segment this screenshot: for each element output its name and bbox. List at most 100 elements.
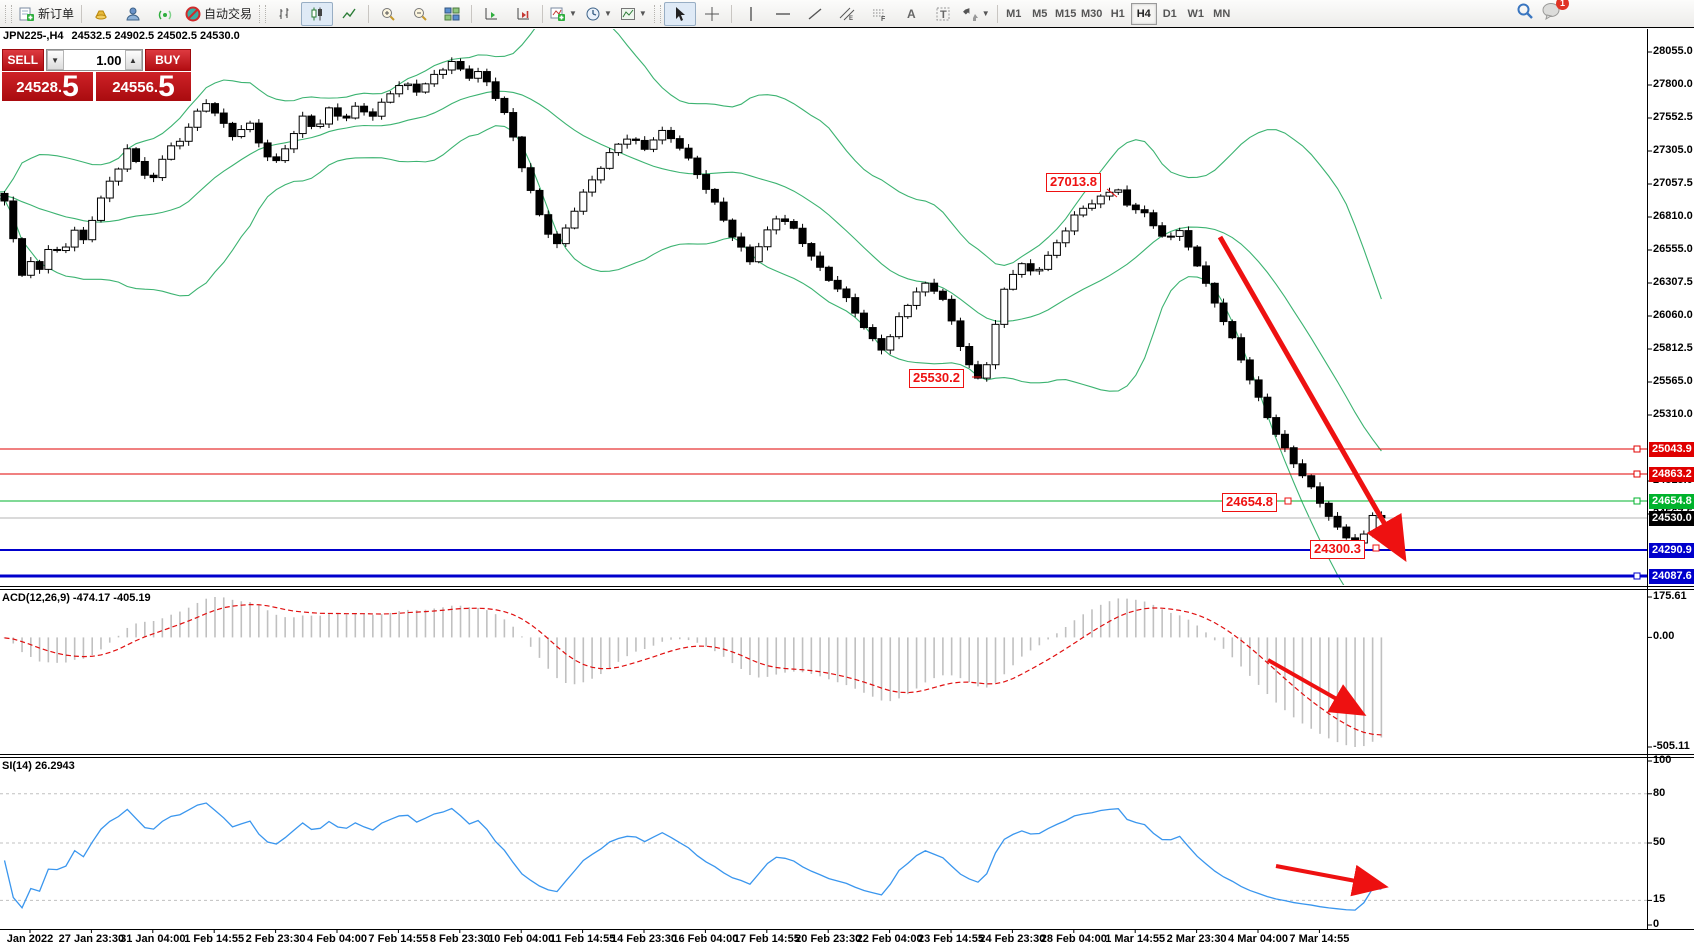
- horizontal-line-button[interactable]: [767, 2, 799, 26]
- signals-button[interactable]: [149, 2, 181, 26]
- chart-window: JPN225-,H4 24532.5 24902.5 24502.5 24530.…: [0, 28, 1694, 949]
- buy-price-display[interactable]: 24556. 5: [96, 72, 191, 102]
- sell-price-display[interactable]: 24528. 5: [2, 72, 93, 102]
- templates-button[interactable]: ▼: [616, 2, 651, 26]
- zoom-out-icon: [412, 6, 428, 22]
- toolbar-drag-handle[interactable]: [259, 4, 267, 23]
- volume-input[interactable]: [63, 50, 125, 70]
- price-tick-26810.0: 26810.0: [1653, 210, 1693, 222]
- time-axis[interactable]: Jan 2022 27 Jan 23:30 31 Jan 04:00 1 Feb 14…: [0, 929, 1647, 949]
- toolbar-drag-handle[interactable]: [653, 4, 661, 23]
- arrows-tool-button[interactable]: ▼: [959, 2, 994, 26]
- bar-chart-button[interactable]: [269, 2, 301, 26]
- cursor-button[interactable]: [663, 1, 696, 26]
- indicators-button[interactable]: ▼: [546, 2, 581, 26]
- channel-button[interactable]: E: [831, 2, 863, 26]
- gold-icon: [93, 6, 109, 22]
- trendline-icon: [807, 6, 823, 22]
- tile-windows-button[interactable]: [436, 2, 468, 26]
- notification-badge: 1: [1556, 0, 1569, 10]
- time-tick-3: 1 Feb 14:55: [184, 933, 245, 945]
- zoom-out-button[interactable]: [404, 2, 436, 26]
- chart-canvas[interactable]: [0, 28, 1694, 949]
- crosshair-icon: [704, 6, 720, 22]
- one-click-trade-panel: SELL ▼ ▲ BUY 24528.5 24556.5: [2, 49, 191, 128]
- autotrading-button[interactable]: 自动交易: [181, 2, 256, 26]
- main-toolbar: 新订单 自动交易: [0, 0, 1694, 28]
- volume-decrease-button[interactable]: ▼: [46, 50, 64, 70]
- chart-shift-button[interactable]: [507, 2, 539, 26]
- trend-arrow-rsi[interactable]: [1275, 864, 1389, 897]
- periods-button[interactable]: ▼: [581, 2, 616, 26]
- autotrading-label: 自动交易: [204, 7, 253, 21]
- price-tick-26307.5: 26307.5: [1653, 276, 1693, 288]
- timeframe-button-m5[interactable]: M5: [1032, 7, 1048, 20]
- sell-price-int: 24528: [16, 79, 58, 96]
- time-tick-4: 2 Feb 23:30: [245, 933, 306, 945]
- timeframe-button-mn[interactable]: MN: [1213, 7, 1231, 20]
- hline-handle[interactable]: [1633, 470, 1641, 478]
- horizontal-lines[interactable]: [0, 445, 1647, 580]
- volume-increase-button[interactable]: ▲: [124, 50, 142, 70]
- crosshair-button[interactable]: [696, 2, 728, 26]
- channel-icon: E: [839, 6, 855, 22]
- timeframe-button-w1[interactable]: W1: [1187, 7, 1204, 20]
- hline-handle[interactable]: [1633, 572, 1641, 580]
- new-order-button[interactable]: 新订单: [15, 2, 78, 26]
- sell-button[interactable]: SELL: [2, 49, 44, 71]
- price-tag-25043.9: 25043.9: [1649, 442, 1694, 457]
- time-tick-9: 11 Feb 14:55: [549, 933, 616, 945]
- search-icon[interactable]: [1516, 2, 1534, 25]
- auto-scroll-icon: [483, 6, 499, 22]
- community-button[interactable]: [117, 2, 149, 26]
- notifications-button[interactable]: 1: [1542, 0, 1569, 25]
- trend-arrow-macd[interactable]: [1267, 658, 1367, 716]
- timeframe-button-m15[interactable]: M15: [1055, 7, 1077, 20]
- price-tick-27552.5: 27552.5: [1653, 111, 1693, 123]
- time-tick-6: 7 Feb 14:55: [368, 933, 429, 945]
- person-icon: [125, 6, 141, 22]
- price-tick-27057.5: 27057.5: [1653, 177, 1693, 189]
- toolbar-drag-handle[interactable]: [5, 4, 12, 23]
- price-callout-24654.8[interactable]: 24654.8: [1222, 493, 1277, 512]
- text-button[interactable]: A: [895, 2, 927, 26]
- fibonacci-button[interactable]: F: [863, 2, 895, 26]
- timeframe-button-m30[interactable]: M30: [1081, 7, 1103, 20]
- trend-arrow-main[interactable]: [1217, 235, 1407, 563]
- toolbar-separator: [730, 4, 732, 23]
- template-icon: [620, 6, 636, 22]
- line-chart-button[interactable]: [333, 2, 365, 26]
- price-tag-24863.2: 24863.2: [1649, 467, 1694, 482]
- time-tick-5: 4 Feb 04:00: [307, 933, 367, 945]
- bar-chart-icon: [277, 6, 293, 22]
- price-tick-26060.0: 26060.0: [1653, 309, 1693, 321]
- bollinger-middle: [0, 90, 1382, 452]
- timeframe-button-h4[interactable]: H4: [1130, 2, 1157, 25]
- sell-price-dot: .: [57, 79, 63, 96]
- svg-text:A: A: [907, 7, 916, 21]
- time-tick-19: 2 Mar 23:30: [1166, 933, 1227, 945]
- price-tick-25812.5: 25812.5: [1653, 342, 1693, 354]
- zoom-in-button[interactable]: [372, 2, 404, 26]
- timeframe-button-h1[interactable]: H1: [1110, 7, 1125, 20]
- auto-scroll-button[interactable]: [475, 2, 507, 26]
- deposit-button[interactable]: [85, 2, 117, 26]
- price-callout-25530.2[interactable]: 25530.2: [909, 369, 964, 388]
- price-callout-27013.8[interactable]: 27013.8: [1046, 173, 1101, 192]
- rsi-indicator-label: SI(14) 26.2943: [2, 760, 75, 772]
- timeframe-button-d1[interactable]: D1: [1162, 7, 1177, 20]
- price-callout-24300.3[interactable]: 24300.3: [1310, 540, 1365, 559]
- timeframe-button-m1[interactable]: M1: [1006, 7, 1022, 20]
- vertical-line-button[interactable]: [735, 2, 767, 26]
- chart-shift-icon: [515, 6, 531, 22]
- time-tick-11: 16 Feb 04:00: [672, 933, 739, 945]
- candlestick-chart-button[interactable]: [301, 1, 334, 26]
- chevron-down-icon: ▼: [603, 9, 612, 18]
- hline-handle[interactable]: [1633, 497, 1641, 505]
- trendline-button[interactable]: [799, 2, 831, 26]
- hline-handle[interactable]: [1633, 445, 1641, 453]
- text-label-button[interactable]: T: [927, 2, 959, 26]
- time-tick-12: 17 Feb 14:55: [733, 933, 800, 945]
- buy-button[interactable]: BUY: [144, 49, 191, 71]
